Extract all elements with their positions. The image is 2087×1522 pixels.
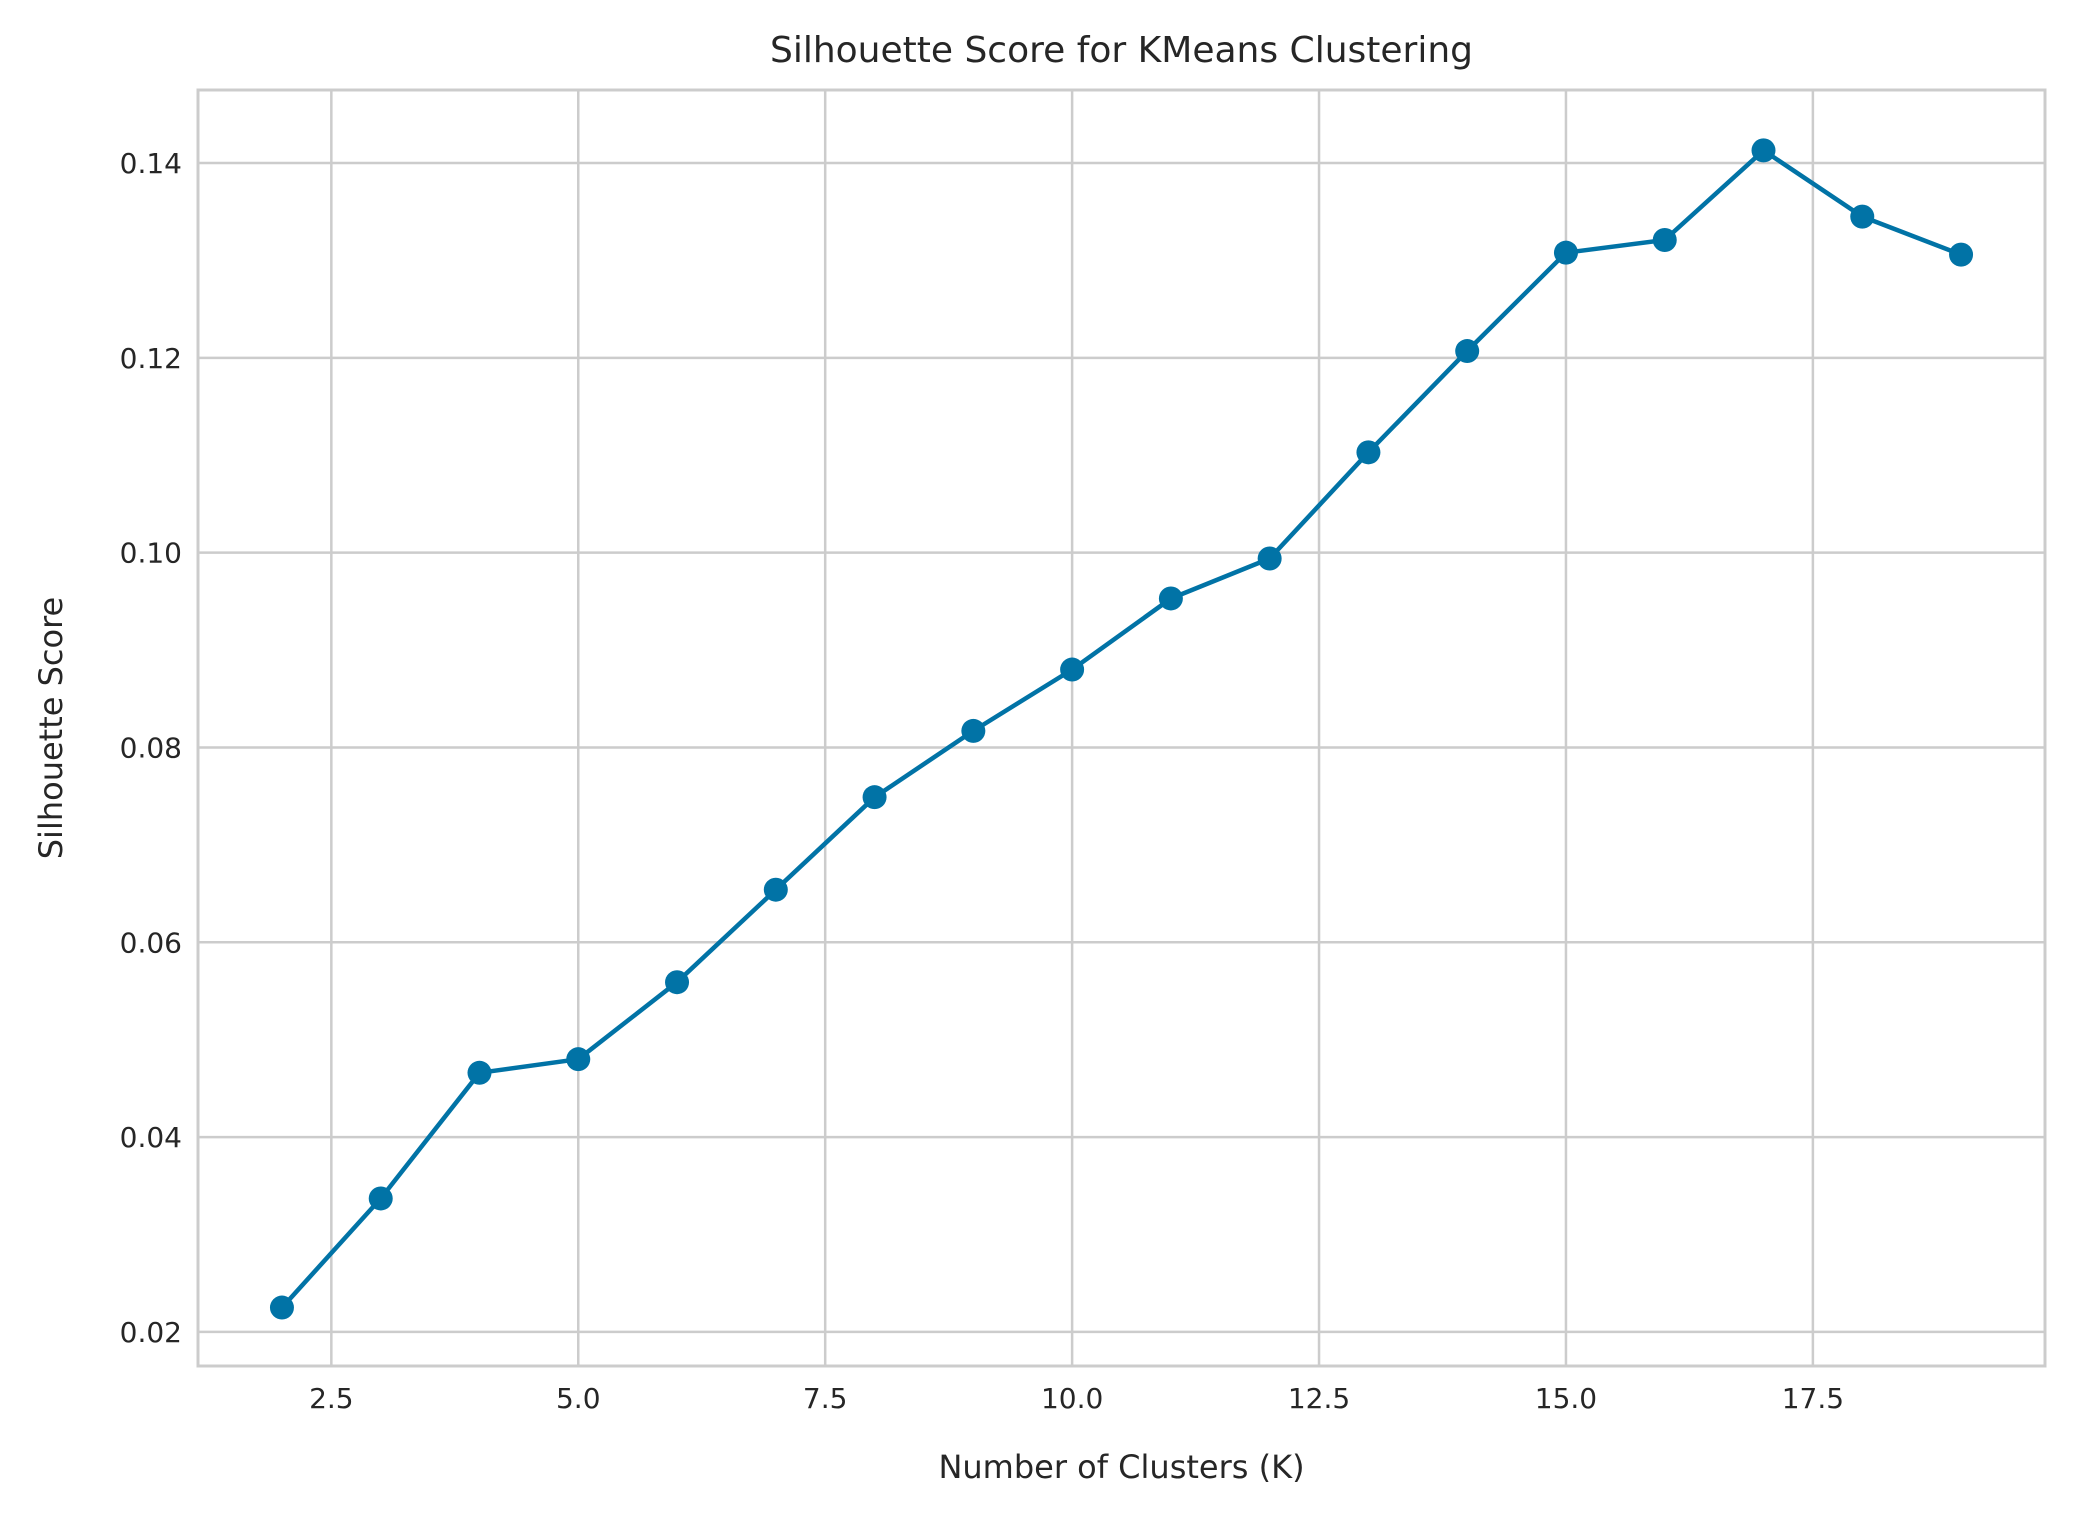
data-point [1158,586,1183,611]
x-tick-label: 15.0 [1535,1382,1597,1415]
y-tick-label: 0.08 [120,731,182,764]
series-layer [269,138,1974,1320]
tick-labels: 2.5 5.0 7.5 10.0 12.5 15.0 17.5 0.02 0.04 0.06 0.0… [120,147,1844,1415]
data-point [1652,228,1677,253]
chart-title: Silhouette Score for KMeans Clustering [770,30,1473,71]
data-point [1455,339,1480,364]
data-point [467,1060,492,1085]
x-tick-label: 12.5 [1288,1382,1350,1415]
y-axis-label: Silhouette Score [32,597,70,860]
x-axis-label: Number of Clusters (K) [938,1448,1304,1486]
data-point [368,1186,393,1211]
data-point [1949,242,1974,267]
series-line [279,148,1964,1310]
data-point [961,718,986,743]
data-point [763,877,788,902]
data-point [1257,546,1282,571]
x-tick-label: 7.5 [803,1382,848,1415]
data-point [1751,138,1776,163]
data-point [1060,657,1085,682]
y-tick-label: 0.14 [120,147,182,180]
data-point [1850,204,1875,229]
data-point [665,970,690,995]
grid [198,90,2045,1366]
x-tick-label: 2.5 [309,1382,354,1415]
data-point [1356,440,1381,465]
data-point [862,785,887,810]
x-tick-label: 10.0 [1041,1382,1103,1415]
plot-frame [196,88,2047,1368]
y-tick-label: 0.04 [120,1121,182,1154]
y-tick-label: 0.12 [120,342,182,375]
data-point [269,1295,294,1320]
data-point [1553,240,1578,265]
x-tick-label: 17.5 [1782,1382,1844,1415]
y-tick-label: 0.02 [120,1316,182,1349]
data-point [566,1047,591,1072]
y-tick-label: 0.10 [120,537,182,570]
y-tick-label: 0.06 [120,926,182,959]
x-tick-label: 5.0 [556,1382,601,1415]
